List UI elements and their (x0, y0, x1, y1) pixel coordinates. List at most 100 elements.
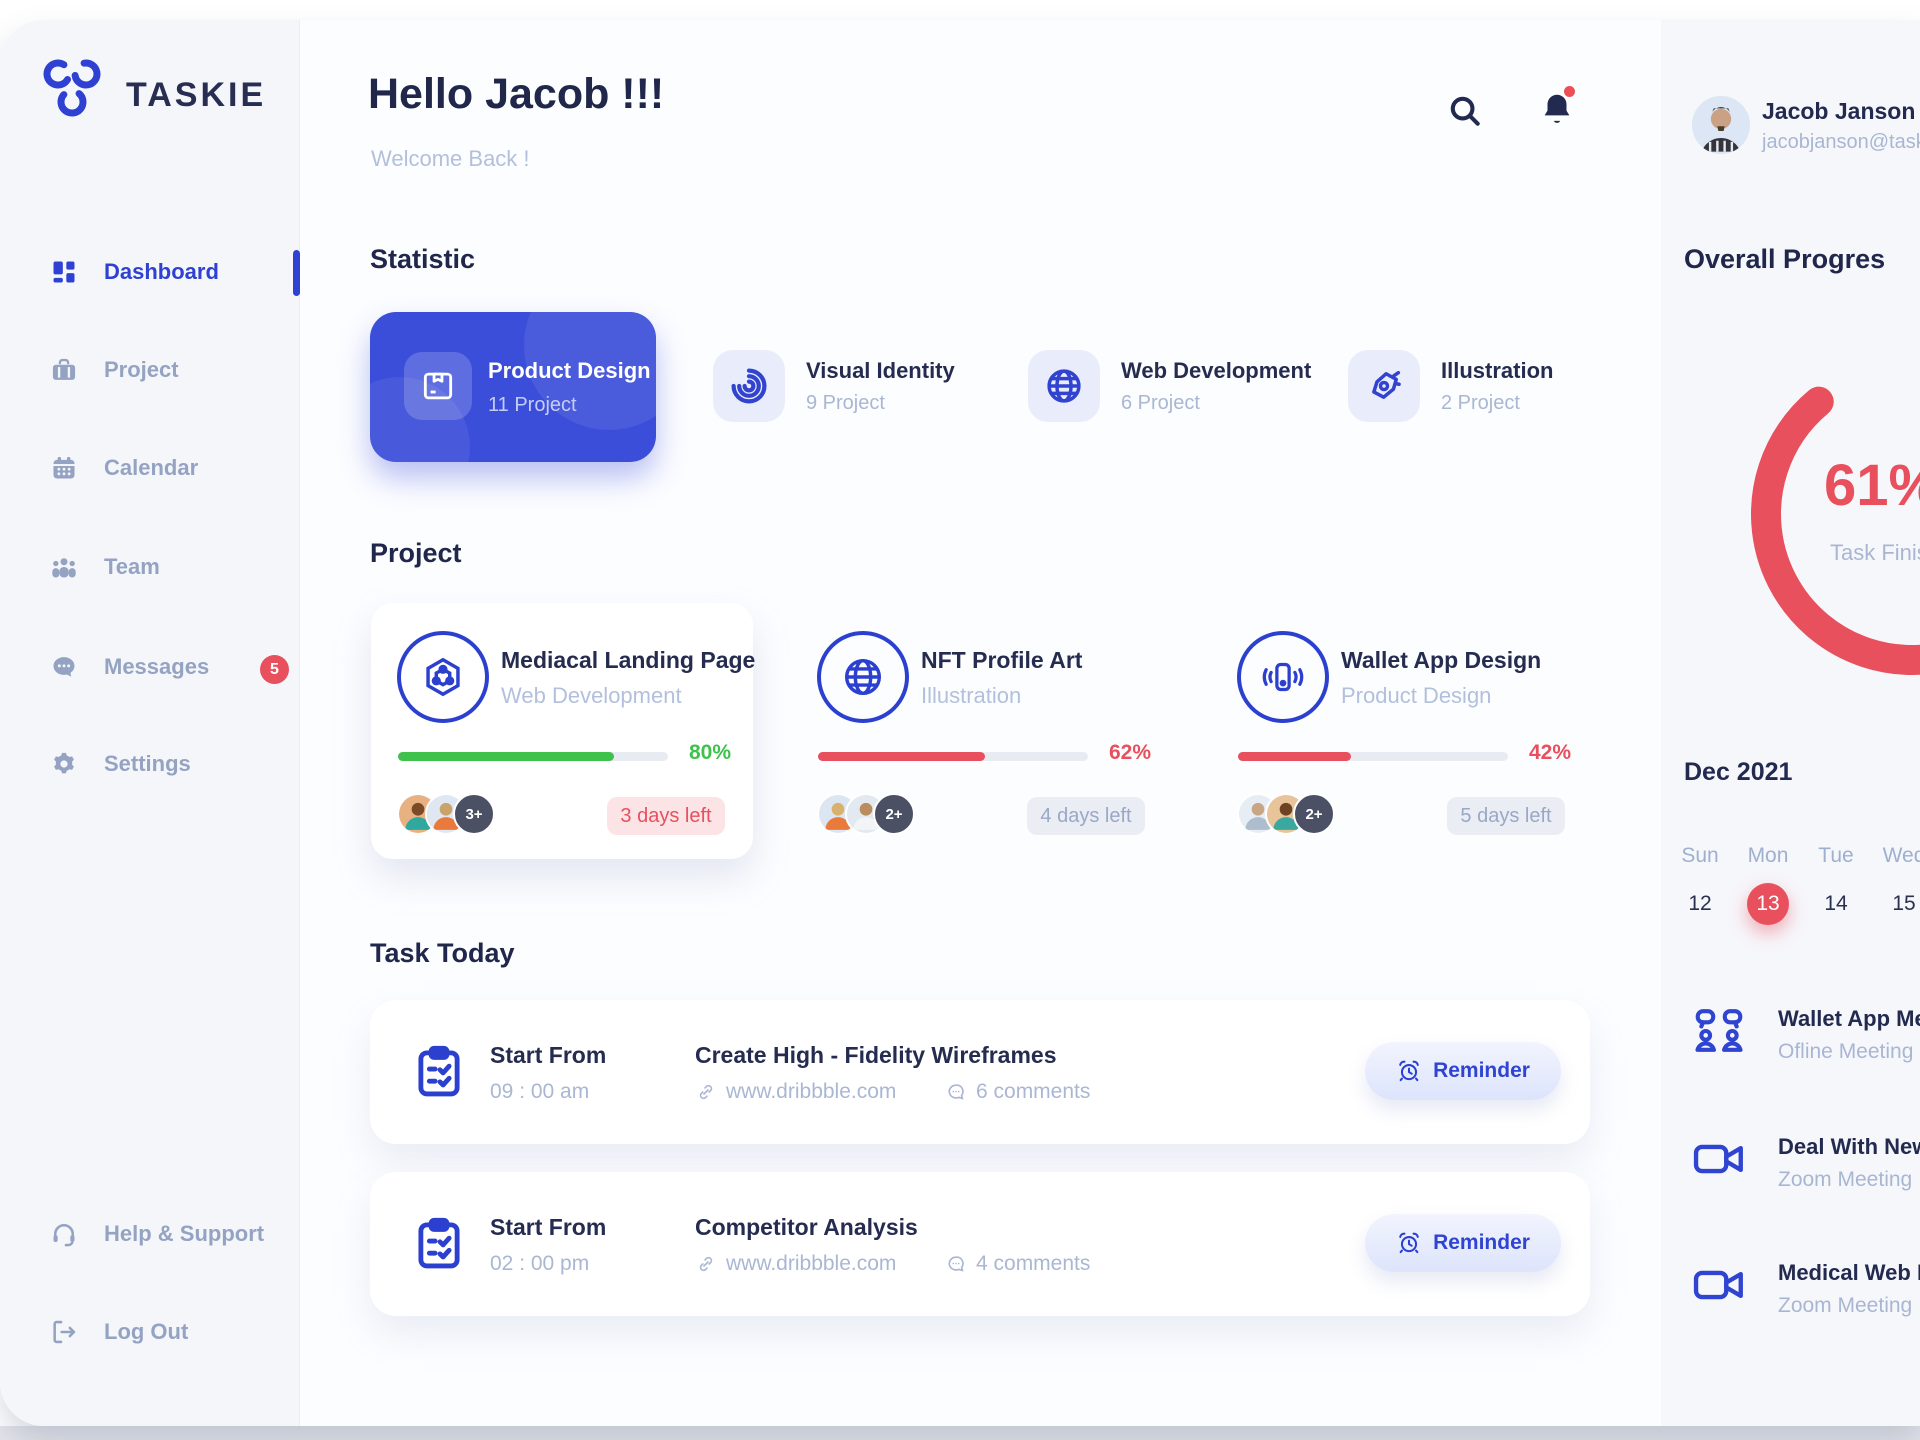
people-meeting-icon (1690, 1002, 1748, 1060)
calendar-date[interactable]: 12 (1688, 892, 1712, 915)
sidebar-item-logout[interactable]: Log Out (0, 1308, 300, 1356)
task-comments-text: 6 comments (976, 1080, 1091, 1103)
project-card[interactable]: NFT Profile Art Illustration 62% 2+ 4 da… (791, 603, 1173, 859)
stat-title: Product Design (488, 358, 651, 383)
task-comments[interactable]: 4 comments (945, 1252, 1090, 1276)
search-icon[interactable] (1446, 92, 1484, 130)
task-title: Create High - Fidelity Wireframes (695, 1042, 1057, 1068)
overall-progress-caption: Task Finish (1830, 540, 1920, 565)
profile-email: jacobjanson@taski (1762, 131, 1920, 153)
sidebar-item-label: Log Out (104, 1319, 189, 1344)
stat-count: 11 Project (488, 394, 577, 416)
extra-members-avatar: 2+ (873, 793, 915, 835)
avatar[interactable] (1692, 96, 1750, 154)
progress-percent: 42% (1528, 741, 1571, 764)
alarm-clock-icon (1399, 1060, 1419, 1082)
progress-fill (398, 752, 614, 761)
logout-icon (50, 1318, 78, 1346)
progress-fill (1238, 752, 1352, 761)
progress-percent: 62% (1108, 741, 1151, 764)
calendar-date[interactable]: 14 (1824, 892, 1848, 915)
statistic-heading: Statistic (370, 244, 476, 274)
hexagon-node-icon (397, 631, 489, 723)
sidebar-item-team[interactable]: Team (0, 543, 300, 591)
task-today-heading: Task Today (370, 938, 515, 968)
comment-icon (948, 1084, 964, 1100)
gear-icon (50, 750, 78, 778)
calendar-day: Wed (1882, 844, 1920, 867)
sidebar-item-label: Project (104, 357, 179, 382)
calendar-icon (50, 454, 78, 482)
stat-count: 6 Project (1121, 392, 1200, 414)
task-row[interactable]: Start From 09 : 00 am Create High - Fide… (370, 1000, 1590, 1144)
due-badge: 4 days left (1027, 797, 1145, 835)
sidebar-item-label: Messages (104, 654, 210, 679)
project-title: Wallet App Design (1341, 647, 1542, 673)
progress-percent: 80% (688, 741, 731, 764)
member-avatars: 2+ (1237, 793, 1347, 835)
reminder-button[interactable]: Reminder (1365, 1214, 1561, 1272)
sidebar-item-settings[interactable]: Settings (0, 740, 300, 788)
member-avatars: 3+ (397, 793, 507, 835)
task-link[interactable]: www.dribbble.com (695, 1252, 896, 1276)
task-comments-text: 4 comments (976, 1252, 1091, 1275)
calendar-day: Sun (1681, 844, 1719, 867)
globe-icon (817, 631, 909, 723)
progress-fill (818, 752, 986, 761)
member-avatars: 2+ (817, 793, 927, 835)
task-start-label: Start From (490, 1214, 607, 1240)
due-badge: 3 days left (607, 797, 725, 835)
calendar-dates-row: 12 13 14 15 (1666, 882, 1920, 926)
sidebar-item-label: Dashboard (104, 259, 219, 284)
progress-track (398, 752, 668, 761)
video-camera-icon (1690, 1130, 1748, 1188)
overall-progress-heading: Overall Progres (1684, 244, 1886, 274)
calendar-date[interactable]: 15 (1892, 892, 1916, 915)
task-start-time: 02 : 00 pm (490, 1252, 590, 1275)
project-category: Web Development (501, 683, 682, 708)
meeting-title[interactable]: Medical Web M (1778, 1260, 1920, 1285)
project-card[interactable]: Wallet App Design Product Design 42% 2+ … (1211, 603, 1593, 859)
project-title: Mediacal Landing Page (501, 647, 756, 673)
sidebar-item-label: Help & Support (104, 1221, 265, 1246)
sidebar-item-help-support[interactable]: Help & Support (0, 1210, 300, 1258)
meeting-subtitle: Zoom Meeting (1778, 1168, 1913, 1191)
sidebar-item-project[interactable]: Project (0, 346, 300, 394)
sidebar-background (0, 20, 300, 1426)
page-title: Hello Jacob !!! (368, 70, 665, 118)
selected-date-chip: 13 (1747, 883, 1789, 925)
sidebar-item-dashboard[interactable]: Dashboard (0, 248, 300, 296)
calendar-day: Mon (1747, 844, 1789, 867)
meeting-title[interactable]: Deal With New (1778, 1134, 1920, 1159)
link-icon (699, 1256, 713, 1272)
clipboard-checklist-icon (410, 1214, 468, 1272)
video-camera-icon (1690, 1256, 1748, 1314)
task-link[interactable]: www.dribbble.com (695, 1080, 896, 1104)
task-title: Competitor Analysis (695, 1214, 918, 1240)
stat-card-product-design[interactable]: Product Design 11 Project (370, 312, 656, 462)
sidebar-item-calendar[interactable]: Calendar (0, 444, 300, 492)
progress-track (818, 752, 1088, 761)
task-row[interactable]: Start From 02 : 00 pm Competitor Analysi… (370, 1172, 1590, 1316)
reminder-button[interactable]: Reminder (1365, 1042, 1561, 1100)
notification-bell-icon[interactable] (1538, 90, 1576, 128)
page-subtitle: Welcome Back ! (371, 146, 530, 171)
task-comments[interactable]: 6 comments (945, 1080, 1090, 1104)
comment-icon (948, 1256, 964, 1272)
extra-members-avatar: 2+ (1293, 793, 1335, 835)
swirl-icon (713, 350, 785, 422)
meeting-subtitle: Zoom Meeting (1778, 1294, 1913, 1317)
progress-track (1238, 752, 1508, 761)
sidebar-item-messages[interactable]: Messages (0, 643, 300, 691)
messages-unread-badge: 5 (260, 655, 289, 684)
project-card[interactable]: Mediacal Landing Page Web Development 80… (371, 603, 756, 859)
meeting-title[interactable]: Wallet App Mee (1778, 1006, 1920, 1031)
overall-progress-percent: 61% (1824, 453, 1920, 518)
calendar-day-headers: Sun Mon Tue Wed (1666, 844, 1920, 868)
taskie-logo-icon (40, 56, 104, 120)
task-link-text: www.dribbble.com (726, 1252, 897, 1275)
reminder-label: Reminder (1433, 1231, 1530, 1254)
extra-members-avatar: 3+ (453, 793, 495, 835)
calendar-date-selected[interactable]: 13 (1734, 882, 1802, 926)
dashboard-grid-icon (50, 258, 78, 286)
